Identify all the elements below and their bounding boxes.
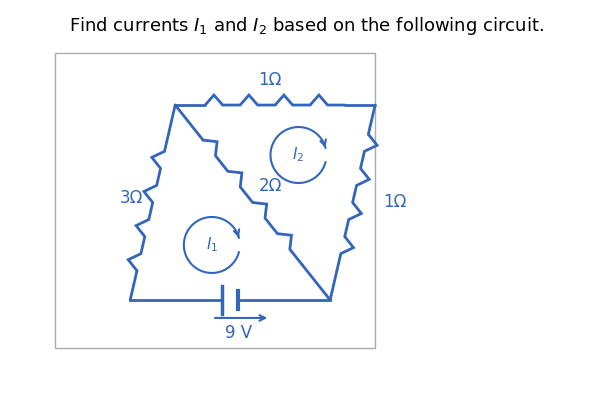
Text: $I_1$: $I_1$ — [206, 236, 218, 254]
FancyBboxPatch shape — [55, 53, 375, 348]
Text: $I_2$: $I_2$ — [292, 146, 305, 164]
Text: 3Ω: 3Ω — [120, 188, 143, 206]
Text: 1Ω: 1Ω — [259, 71, 282, 89]
Text: 2Ω: 2Ω — [259, 176, 282, 194]
Text: 9 V: 9 V — [224, 324, 252, 342]
Text: 1Ω: 1Ω — [383, 194, 406, 212]
Text: Find currents $I_1$ and $I_2$ based on the following circuit.: Find currents $I_1$ and $I_2$ based on t… — [69, 15, 544, 37]
